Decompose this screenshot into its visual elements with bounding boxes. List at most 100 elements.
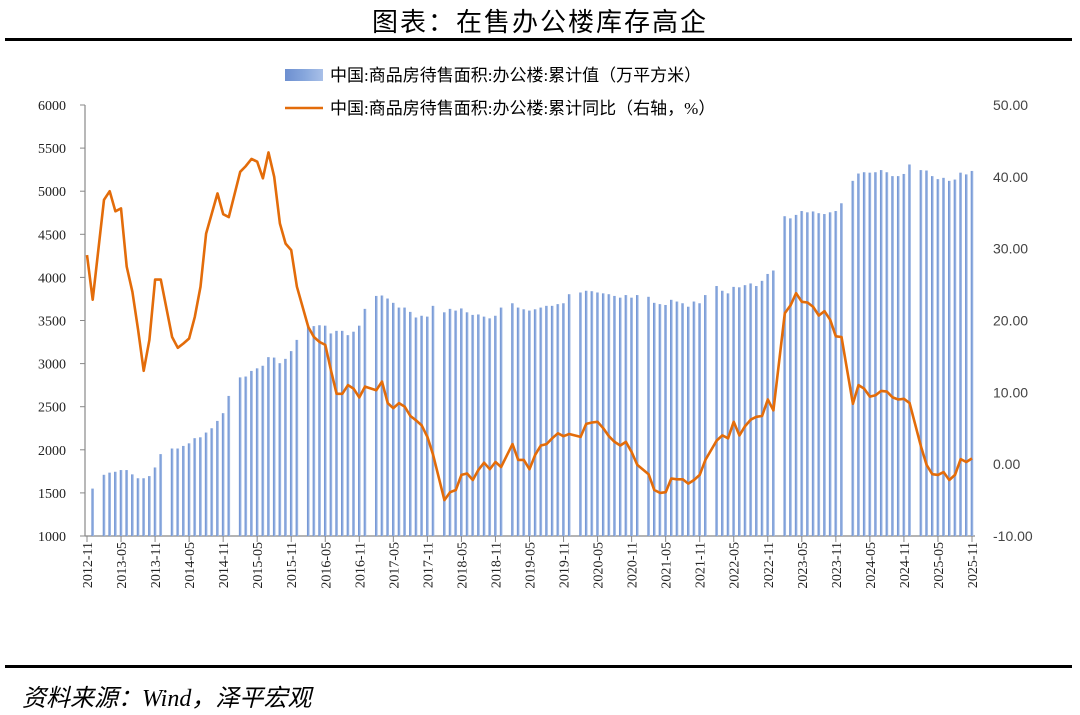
- bar: [119, 470, 123, 536]
- bar: [613, 295, 616, 536]
- bar: [545, 305, 548, 536]
- bar: [692, 301, 696, 536]
- bar: [153, 467, 157, 536]
- bar: [550, 305, 554, 536]
- bar: [590, 291, 594, 536]
- bar: [494, 315, 497, 536]
- bar: [965, 174, 968, 537]
- bar: [738, 287, 741, 536]
- x-tick-label: 2019-11: [558, 542, 573, 588]
- bar: [732, 286, 736, 536]
- bar: [885, 172, 889, 536]
- bar: [925, 170, 928, 536]
- bar: [289, 351, 293, 536]
- legend-bar-label: 中国:商品房待售面积:办公楼:累计值（万平方米）: [330, 66, 701, 85]
- x-tick-label: 2018-05: [455, 542, 470, 589]
- bar: [533, 309, 537, 536]
- x-tick-label: 2025-05: [932, 542, 947, 589]
- bar: [567, 294, 571, 536]
- bar: [584, 290, 588, 536]
- left-tick-label: 6000: [38, 99, 66, 114]
- bar: [108, 472, 111, 536]
- bar: [312, 326, 316, 536]
- bar: [783, 216, 787, 536]
- bar: [840, 203, 843, 536]
- bar: [318, 325, 321, 536]
- bar: [193, 438, 197, 536]
- x-tick-label: 2021-11: [694, 542, 709, 588]
- x-tick-label: 2013-11: [149, 542, 164, 588]
- bar: [358, 325, 361, 536]
- right-tick-label: -10.00: [993, 528, 1033, 544]
- bar: [579, 292, 582, 536]
- legend-bar-swatch: [285, 69, 323, 81]
- bar: [431, 305, 435, 536]
- bar: [159, 454, 163, 536]
- bar: [142, 478, 146, 536]
- bar: [635, 295, 639, 536]
- x-tick-label: 2016-11: [353, 542, 368, 588]
- bar: [131, 474, 134, 536]
- source-note: 资料来源：Wind，泽平宏观: [22, 686, 312, 712]
- right-tick-label: 20.00: [993, 313, 1028, 329]
- bar: [414, 317, 418, 536]
- bar: [874, 172, 877, 536]
- bar: [284, 358, 287, 536]
- bar: [392, 302, 395, 536]
- bar: [471, 314, 475, 536]
- bar: [902, 173, 906, 536]
- bar: [562, 303, 565, 536]
- bar: [511, 303, 514, 536]
- bar: [936, 179, 940, 536]
- bar: [857, 173, 860, 537]
- bar: [891, 176, 894, 537]
- bar: [879, 170, 883, 536]
- bar: [227, 395, 231, 536]
- bar: [136, 478, 140, 536]
- bar: [454, 310, 458, 536]
- bar: [823, 214, 826, 536]
- bar: [482, 316, 486, 536]
- bar: [329, 333, 333, 536]
- bar: [766, 273, 770, 536]
- bar: [908, 164, 911, 536]
- bar: [448, 308, 452, 536]
- bar: [806, 212, 809, 536]
- right-tick-label: 50.00: [993, 97, 1028, 113]
- x-tick-label: 2025-11: [966, 542, 981, 588]
- bar: [380, 295, 384, 536]
- bar: [204, 432, 208, 536]
- bar: [698, 303, 701, 536]
- bar: [704, 295, 707, 536]
- bar: [789, 218, 792, 536]
- bar: [953, 179, 957, 537]
- x-tick-label: 2015-05: [251, 542, 266, 589]
- bar: [267, 357, 270, 536]
- bar: [715, 286, 719, 536]
- bar: [828, 212, 832, 536]
- bar: [114, 471, 117, 536]
- bar: [426, 316, 429, 536]
- x-tick-label: 2021-05: [660, 542, 675, 589]
- x-tick-label: 2024-11: [898, 542, 913, 588]
- bar: [630, 297, 633, 536]
- bar: [499, 307, 503, 536]
- bar: [755, 286, 758, 536]
- bar: [721, 290, 724, 536]
- bar: [794, 214, 798, 536]
- right-tick-label: 0.00: [993, 456, 1020, 472]
- x-tick-label: 2013-05: [115, 542, 130, 589]
- left-tick-label: 5000: [38, 185, 66, 200]
- bar: [942, 177, 945, 537]
- bar: [618, 297, 622, 536]
- bar: [488, 318, 492, 536]
- bar: [460, 308, 463, 536]
- bar: [477, 314, 480, 536]
- bar: [687, 306, 690, 536]
- bar: [295, 339, 299, 536]
- left-tick-label: 2000: [38, 444, 66, 459]
- left-tick-label: 3000: [38, 358, 66, 373]
- x-tick-label: 2017-11: [421, 542, 436, 588]
- bar: [216, 420, 219, 536]
- bar: [244, 376, 248, 536]
